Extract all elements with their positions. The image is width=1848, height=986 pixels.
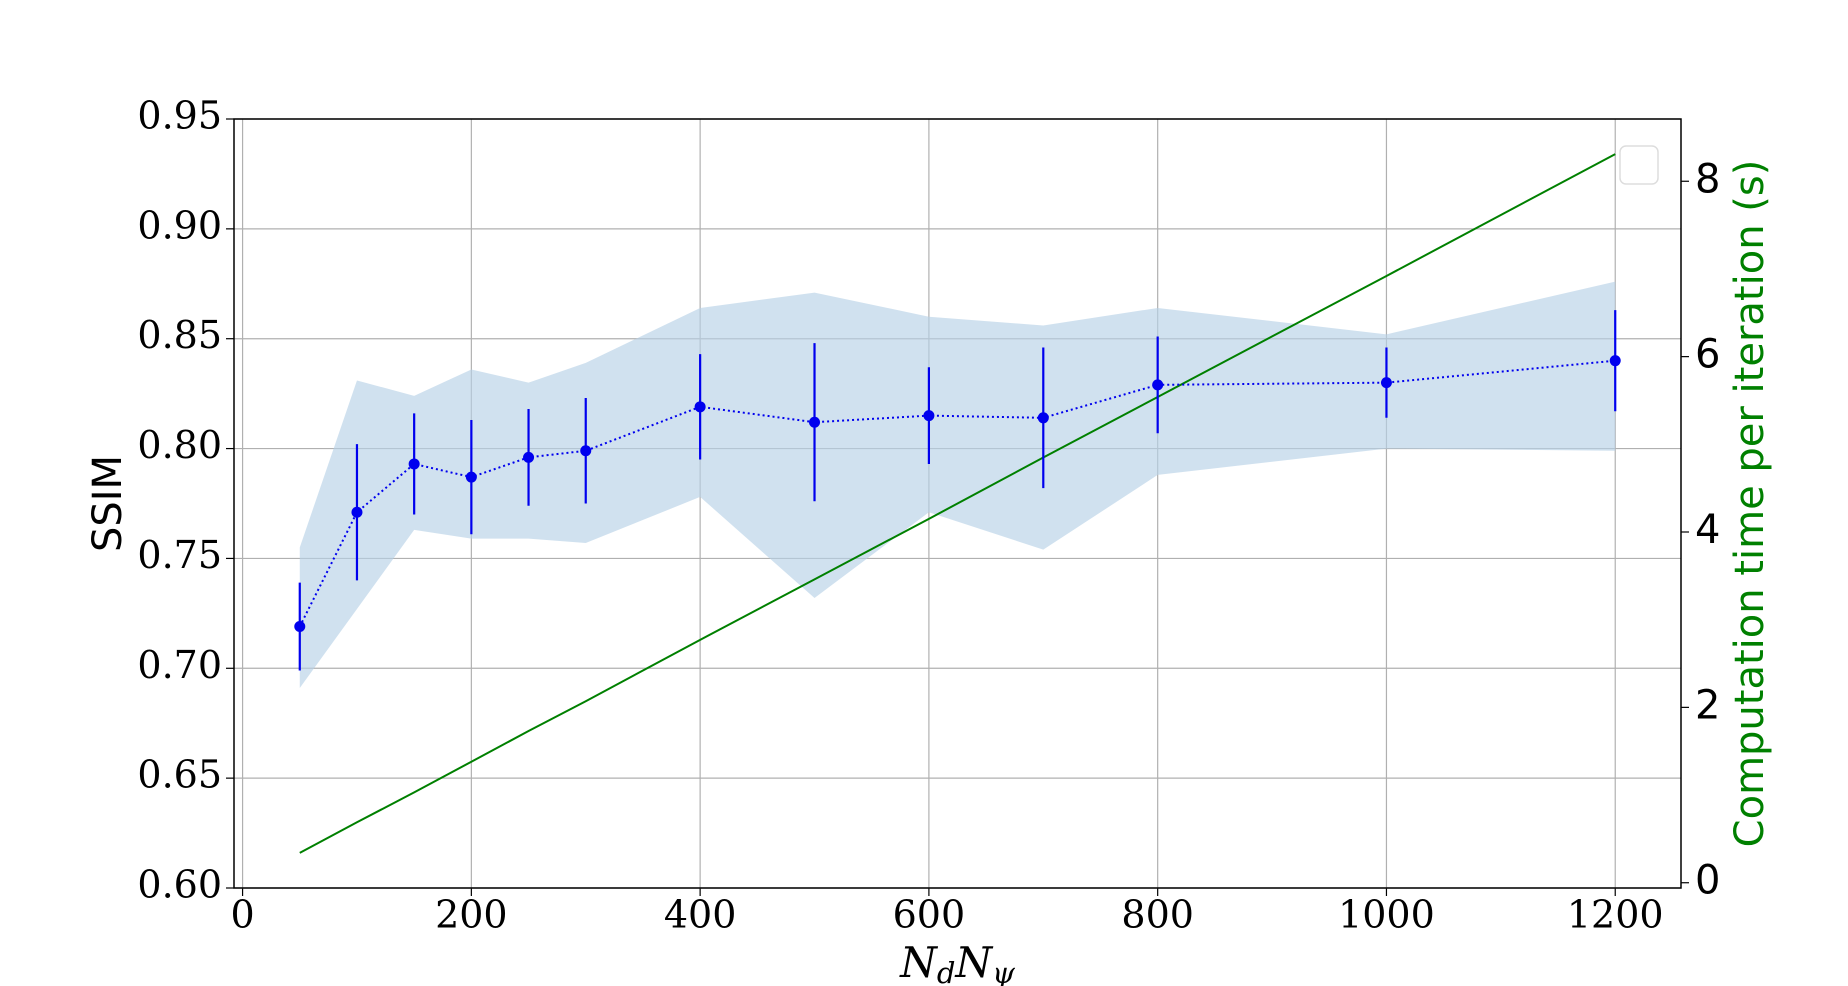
plot-frame <box>233 118 1682 889</box>
legend-box <box>1619 145 1659 185</box>
ssim-point <box>1152 379 1164 391</box>
y2-tick-label: 6 <box>1695 332 1720 378</box>
x-tick-label: 200 <box>435 893 508 937</box>
x-axis-label-part: ψ <box>992 956 1015 986</box>
ssim-point <box>1380 377 1392 389</box>
ssim-point <box>408 458 420 470</box>
ssim-point <box>294 621 306 633</box>
x-tick-label: 400 <box>664 893 737 937</box>
y2-tick-label: 0 <box>1695 858 1720 904</box>
ssim-point <box>809 416 821 428</box>
ssim-point <box>465 471 477 483</box>
y-tick-label: 0.85 <box>137 313 222 357</box>
ssim-point <box>351 506 363 518</box>
ssim-point <box>1609 355 1621 367</box>
ssim-point <box>923 410 935 422</box>
y2-tick-label: 2 <box>1695 682 1720 728</box>
x-axis-label-part: N <box>954 938 993 986</box>
x-axis-label: NdNψ <box>899 938 1015 986</box>
y-tick-label: 0.75 <box>137 533 222 577</box>
x-tick-label: 1200 <box>1567 893 1664 937</box>
y-tick-label: 0.90 <box>137 203 222 247</box>
y-tick-label: 0.95 <box>137 94 222 138</box>
confidence-band <box>299 281 1616 689</box>
y-tick-label: 0.65 <box>137 753 222 797</box>
y2-tick-label: 4 <box>1695 507 1720 553</box>
y-tick-label: 0.60 <box>137 863 222 907</box>
x-axis-label-part: N <box>899 938 938 986</box>
ssim-point <box>1037 412 1049 424</box>
ssim-point <box>523 451 535 463</box>
y-axis-label: SSIM <box>85 455 131 552</box>
x-tick-label: 1000 <box>1338 893 1435 937</box>
x-tick-label: 800 <box>1121 893 1194 937</box>
y-tick-label: 0.70 <box>137 643 222 687</box>
ssim-point <box>580 445 592 457</box>
y2-axis-label: Computation time per iteration (s) <box>1727 160 1773 848</box>
y-tick-label: 0.80 <box>137 423 222 467</box>
y2-tick-label: 8 <box>1695 156 1720 202</box>
x-tick-label: 600 <box>893 893 966 937</box>
x-axis-label-part: d <box>937 956 956 986</box>
ssim-point <box>694 401 706 413</box>
x-tick-label: 0 <box>230 893 254 937</box>
